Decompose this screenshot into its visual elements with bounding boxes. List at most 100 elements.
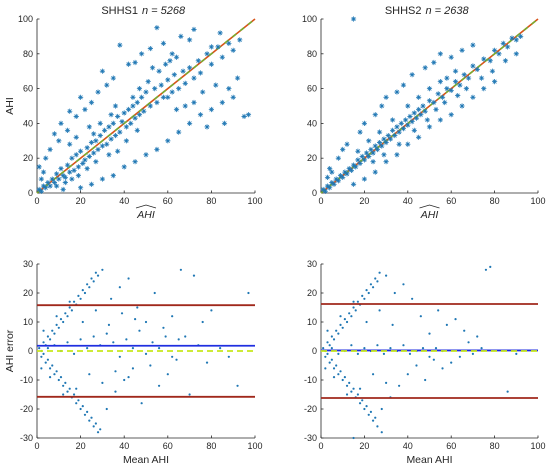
data-point	[221, 120, 228, 126]
data-point	[123, 378, 126, 382]
data-point	[434, 347, 438, 350]
x-tick-label: 0	[318, 196, 323, 206]
data-point	[363, 407, 366, 411]
data-point	[165, 138, 171, 144]
data-point	[372, 169, 378, 175]
data-point	[164, 335, 167, 338]
x-tick-label: 80	[206, 196, 216, 206]
data-point	[367, 291, 370, 295]
x-tick-label: 100	[530, 441, 545, 451]
data-point	[329, 179, 335, 186]
data-point	[340, 146, 346, 153]
chart-title: SHHS2	[385, 5, 422, 17]
data-point	[154, 99, 160, 106]
x-tick-label: 40	[403, 196, 413, 206]
data-point	[81, 320, 84, 324]
x-tick-label: 0	[34, 441, 39, 451]
data-point	[75, 164, 82, 170]
data-point	[470, 94, 476, 100]
data-point	[180, 68, 186, 74]
chart-title: SHHS1	[101, 5, 138, 17]
data-point	[354, 309, 357, 312]
data-point	[470, 63, 476, 69]
data-point	[335, 364, 338, 367]
data-point	[82, 157, 88, 163]
data-point	[120, 312, 124, 315]
x-tick-label: 100	[247, 196, 262, 206]
data-point	[437, 117, 443, 123]
data-point	[385, 274, 388, 277]
x-tick-label: 40	[119, 196, 129, 206]
data-point	[502, 58, 509, 64]
data-point	[470, 42, 476, 48]
data-point	[106, 152, 112, 158]
data-point	[90, 416, 93, 419]
data-point	[367, 413, 370, 416]
data-point	[108, 112, 114, 118]
data-point	[396, 129, 402, 135]
data-point	[352, 436, 355, 440]
data-point	[90, 277, 93, 280]
data-point	[96, 274, 100, 277]
data-point	[58, 120, 64, 126]
data-point	[54, 171, 60, 177]
data-point	[97, 120, 103, 126]
data-point	[46, 335, 50, 338]
data-point	[81, 405, 84, 408]
data-point	[72, 352, 76, 355]
data-point	[409, 119, 415, 125]
data-point	[394, 89, 400, 95]
data-point	[506, 390, 509, 393]
data-point	[40, 355, 43, 358]
data-point	[381, 136, 387, 142]
data-point	[365, 320, 368, 324]
data-point	[320, 186, 326, 193]
y-tick-label: 60	[307, 84, 317, 94]
data-point	[187, 65, 193, 71]
data-point	[411, 110, 417, 116]
data-point	[169, 89, 175, 95]
data-point	[182, 103, 188, 109]
panel-shhs1-scatter: 0 20 40 60 80 100 0 20 40 60 80 100 SHHS1 n = 5268 AHI…	[4, 5, 263, 221]
data-point	[352, 306, 355, 309]
data-point	[208, 106, 214, 113]
chart-title-n: n = 2638	[426, 5, 470, 17]
data-point	[83, 413, 87, 416]
x-axis-label: Mean AHI	[123, 454, 169, 466]
data-point	[450, 361, 453, 364]
data-point	[241, 113, 247, 120]
data-point	[42, 352, 45, 355]
data-point	[42, 341, 45, 344]
data-point	[407, 113, 413, 120]
data-point	[330, 335, 333, 338]
data-point	[489, 265, 492, 268]
data-point	[361, 176, 367, 182]
x-tick-label: 60	[163, 196, 173, 206]
data-point	[328, 361, 331, 364]
x-tick-label: 20	[359, 441, 369, 451]
data-point	[94, 309, 97, 312]
data-point	[236, 384, 239, 387]
data-point	[327, 166, 333, 172]
data-point	[333, 176, 339, 182]
data-point	[219, 54, 225, 60]
data-point	[363, 150, 370, 156]
data-point	[424, 117, 430, 123]
data-point	[350, 181, 357, 187]
data-point	[230, 47, 236, 53]
x-tick-label: 40	[119, 441, 129, 451]
data-point	[67, 108, 73, 114]
data-point	[117, 42, 123, 48]
data-point	[322, 347, 325, 350]
data-point	[394, 152, 400, 158]
data-point	[40, 367, 43, 370]
data-point	[118, 355, 121, 358]
data-point	[247, 291, 250, 295]
data-point	[72, 393, 76, 396]
data-point	[73, 152, 79, 158]
data-point	[394, 124, 400, 130]
data-point	[204, 51, 210, 57]
data-point	[390, 127, 396, 133]
data-point	[171, 355, 174, 358]
data-point	[86, 153, 92, 160]
